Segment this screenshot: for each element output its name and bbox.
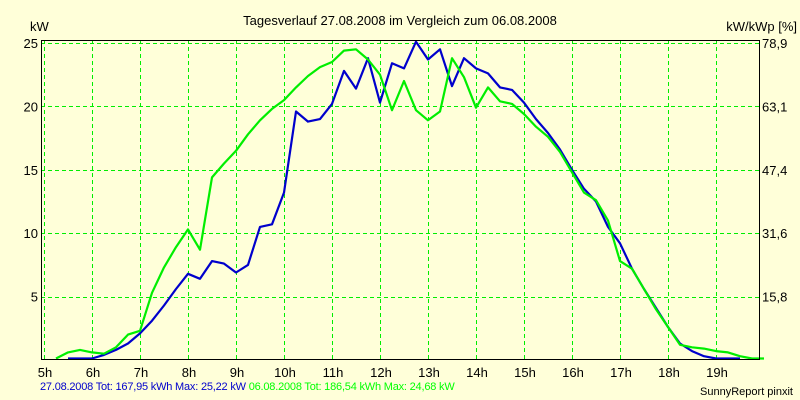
y-tick-label-right: 63,1 [762, 99, 787, 114]
x-tick-label: 14h [466, 365, 488, 380]
x-ticks: 5h 6h 7h 8h 9h 10h 11h 12h 13h 14h 15h 16h 17h 18h 19h [38, 365, 728, 380]
y-ticks-right: 15,8 31,6 47,4 63,1 78,9 [762, 36, 787, 305]
y-axis-label-left: kW [30, 19, 50, 34]
y-tick-label: 5 [31, 290, 38, 305]
x-tick-label: 15h [514, 365, 536, 380]
x-tick-label: 7h [134, 365, 148, 380]
x-tick-label: 13h [418, 365, 440, 380]
series-line-2 [55, 48, 764, 360]
y-ticks-left: 5 10 15 20 25 [24, 36, 38, 305]
x-tick-label: 17h [610, 365, 632, 380]
y-tick-label: 25 [24, 36, 38, 51]
legend-entry-series-2: 06.08.2008 Tot: 186,54 kWh Max: 24,68 kW [248, 381, 455, 393]
grid [41, 40, 759, 359]
x-tick-label: 19h [706, 365, 728, 380]
x-tick-label: 11h [323, 365, 344, 380]
chart-title: Tagesverlauf 27.08.2008 im Vergleich zum… [243, 13, 557, 28]
x-tick-label: 10h [274, 365, 296, 380]
y-tick-label-right: 31,6 [762, 226, 787, 241]
x-tick-label: 5h [38, 365, 52, 380]
x-tick-label: 9h [230, 365, 244, 380]
x-tick-label: 12h [370, 365, 392, 380]
axes [41, 40, 760, 360]
y-tick-label: 15 [24, 163, 38, 178]
legend: 27.08.2008 Tot: 167,95 kWh Max: 25,22 kW… [40, 381, 455, 393]
x-tick-label: 18h [658, 365, 680, 380]
x-tick-label: 16h [562, 365, 584, 380]
series-lines [55, 40, 765, 360]
legend-entry-series-1: 27.08.2008 Tot: 167,95 kWh Max: 25,22 kW [40, 381, 246, 393]
y-tick-label: 20 [24, 99, 38, 114]
credit-text: SunnyReport pinxit [700, 386, 793, 398]
y-tick-label-right: 78,9 [762, 36, 787, 51]
y-tick-label-right: 15,8 [762, 290, 787, 305]
x-tick-label: 6h [86, 365, 100, 380]
y-axis-label-right: kW/kWp [%] [726, 19, 797, 34]
y-tick-label-right: 47,4 [762, 163, 787, 178]
y-tick-label: 10 [24, 226, 38, 241]
x-tick-label: 8h [182, 365, 196, 380]
series-line-1 [68, 40, 740, 360]
